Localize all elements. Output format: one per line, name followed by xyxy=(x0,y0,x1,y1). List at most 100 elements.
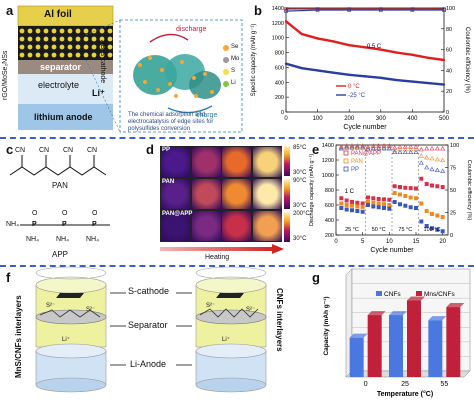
capacity-point xyxy=(379,48,382,51)
ce-point xyxy=(360,144,366,149)
pan-backbone xyxy=(9,166,107,176)
nanosheet-1 xyxy=(133,55,177,95)
temp-label-3: 90°C xyxy=(293,178,307,184)
ce-point xyxy=(413,144,419,149)
capacity-point xyxy=(395,78,398,82)
y-tick-label: 1400 xyxy=(272,6,284,12)
ce-point xyxy=(386,145,392,150)
capacity-point xyxy=(350,203,354,208)
capacity-point xyxy=(284,62,288,65)
ce-point xyxy=(408,144,414,149)
x-tick-label: 0 xyxy=(334,239,338,245)
ce-point xyxy=(365,146,371,152)
bar xyxy=(349,337,364,377)
capacity-point xyxy=(440,229,445,234)
ce-series-line xyxy=(285,9,444,12)
s-ion-r1: S²⁻ xyxy=(206,303,216,309)
capacity-point xyxy=(442,58,446,62)
ce-point xyxy=(381,145,387,151)
capacity-point xyxy=(339,201,344,206)
panel-c-label: c xyxy=(6,142,14,157)
capacity-point xyxy=(392,191,397,195)
ce-point xyxy=(397,146,403,152)
legend-swatch xyxy=(343,166,349,172)
cnf-fibers xyxy=(199,308,259,318)
y-tick-label: 1400 xyxy=(322,143,334,149)
ce-point xyxy=(338,145,344,150)
capacity-point xyxy=(398,202,402,207)
capacity-point xyxy=(363,46,367,49)
capacity-point xyxy=(316,69,319,72)
capacity-point xyxy=(427,81,430,85)
ce-point xyxy=(440,157,446,163)
row-separator-2 xyxy=(0,265,474,267)
ce-point xyxy=(440,168,446,173)
bar xyxy=(446,307,461,377)
bar xyxy=(428,320,443,377)
capacity-point xyxy=(316,37,319,40)
capacity-point xyxy=(350,208,354,213)
discharge-text: discharge xyxy=(176,26,207,33)
bar xyxy=(367,315,382,377)
ce-point xyxy=(429,155,435,161)
electrolyte-text: electrolyte xyxy=(38,80,80,90)
capacity-point xyxy=(435,184,440,189)
capacity-point xyxy=(440,215,445,219)
ce-point xyxy=(424,145,430,151)
thermal-cell xyxy=(191,211,221,241)
li-ion-r1: Li⁺ xyxy=(222,337,230,343)
app-o-1: O xyxy=(32,210,38,217)
panel-b-chart: 0 100 200 300 400 500020040060080010001200140… xyxy=(251,6,470,131)
capacity-point xyxy=(419,219,424,224)
capacity-point xyxy=(284,20,288,23)
legend-li-dot xyxy=(223,81,229,87)
row-label-pan: PAN xyxy=(162,179,175,185)
legend-mo-text: Mo xyxy=(231,56,240,62)
ce-point xyxy=(370,143,376,148)
y-tick-label: 1200 xyxy=(322,158,334,164)
legend-swatch xyxy=(343,150,349,156)
capacity-point xyxy=(435,227,440,232)
capacity-point xyxy=(408,186,413,191)
bar xyxy=(389,315,403,377)
panel-f-schematic xyxy=(35,266,267,393)
ce-point xyxy=(413,146,419,152)
ce-point xyxy=(349,145,355,150)
thermal-image-grid xyxy=(160,146,282,242)
li-ion-text: Li⁺ xyxy=(92,88,105,98)
y-tick-label: 400 xyxy=(275,80,284,86)
panel-c-structures xyxy=(9,155,110,226)
capacity-point xyxy=(379,76,382,80)
ce-point xyxy=(386,145,392,151)
heating-text: Heating xyxy=(205,254,230,261)
legend-label: CNFs xyxy=(384,291,401,298)
side-label-text: rGO/MoSe₂NSs xyxy=(2,50,9,100)
x-axis-label: Cycle number xyxy=(370,247,414,254)
ce-point xyxy=(434,167,440,173)
y2-tick-label: 60 xyxy=(446,48,452,54)
capacity-point xyxy=(395,51,398,54)
electrolyte-layer xyxy=(18,74,113,104)
capacity-point xyxy=(387,206,392,211)
capacity-point xyxy=(355,204,360,209)
row-label-panapp: PAN@APP xyxy=(162,211,193,217)
thermal-cell xyxy=(222,147,251,177)
capacity-point xyxy=(435,213,440,218)
y-axis-label: Discharge capacity (mAh g⁻¹) xyxy=(309,154,315,226)
x-tick-label: 20 xyxy=(439,239,446,245)
capacity-point xyxy=(403,203,408,208)
temp-colorbars xyxy=(284,146,290,242)
cathode-layer xyxy=(18,26,113,60)
ce-point xyxy=(424,154,430,160)
li-anode-text: Li-Anode xyxy=(130,359,167,369)
rate-label: 0.5 C xyxy=(367,44,382,50)
x-tick-label: 0 xyxy=(284,116,288,122)
capacity-point xyxy=(408,205,413,210)
thermal-cell xyxy=(252,211,282,241)
panel-a-label: a xyxy=(6,3,14,18)
x-axis-label: Temperature (°C) xyxy=(377,390,433,398)
capacity-point xyxy=(424,224,429,228)
app-p-3: P xyxy=(92,221,97,228)
right-cell xyxy=(195,266,267,393)
al-foil-text: Al foil xyxy=(44,9,72,20)
